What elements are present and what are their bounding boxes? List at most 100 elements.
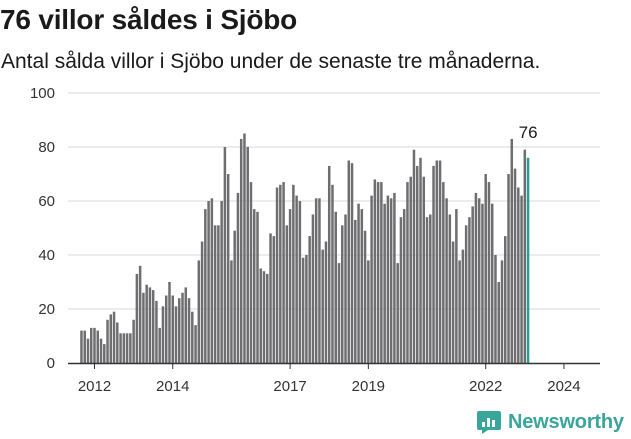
bar <box>145 284 148 363</box>
newsworthy-logo-icon <box>477 411 501 434</box>
bar <box>80 330 83 363</box>
bar <box>415 165 419 363</box>
bar <box>122 333 126 363</box>
bar <box>321 249 324 363</box>
bar <box>474 192 478 363</box>
bar <box>425 217 429 363</box>
bar <box>256 211 259 363</box>
bar <box>191 311 194 363</box>
bar <box>370 195 373 363</box>
bar <box>158 327 161 363</box>
bar <box>132 319 135 363</box>
bar <box>523 149 527 363</box>
x-tick-label: 2024 <box>547 378 580 395</box>
bar <box>288 209 292 363</box>
bar <box>308 236 311 363</box>
bar <box>477 198 481 363</box>
bar <box>513 168 517 363</box>
bar <box>376 182 380 363</box>
bar <box>380 182 383 363</box>
newsworthy-brand-name: Newsworthy <box>508 410 624 433</box>
bar <box>89 327 93 363</box>
bar <box>259 268 263 363</box>
bar <box>279 184 282 363</box>
bar <box>272 236 276 363</box>
bar <box>148 287 152 363</box>
bar <box>233 230 236 363</box>
chart-title: 76 villor såldes i Sjöbo <box>0 4 298 35</box>
bar <box>442 182 445 363</box>
chart-subtitle: Antal sålda villor i Sjöbo under de sena… <box>1 50 541 73</box>
y-tick-label: 100 <box>30 85 55 102</box>
bar <box>484 174 487 363</box>
bar <box>207 201 210 363</box>
bar <box>285 225 289 363</box>
bar <box>129 333 132 363</box>
bar <box>468 217 471 363</box>
bar <box>155 300 158 363</box>
y-axis-ticks: 0 20 40 60 80 100 <box>30 85 55 372</box>
bar <box>86 338 90 363</box>
x-tick-label: 2019 <box>352 378 385 395</box>
bar <box>435 160 439 363</box>
bar <box>252 209 256 363</box>
bar <box>373 179 377 363</box>
bar <box>429 214 432 363</box>
y-tick-label: 40 <box>38 247 55 264</box>
x-tick-label: 2017 <box>273 378 306 395</box>
bar <box>324 241 328 363</box>
bar <box>181 292 184 363</box>
bar <box>520 195 523 363</box>
bar <box>327 165 331 363</box>
bar <box>383 203 386 363</box>
bar <box>295 195 298 363</box>
bar-latest <box>526 157 530 363</box>
bar <box>96 330 100 363</box>
bar <box>168 282 171 363</box>
bar-chart: 0 20 40 60 80 100 2012 2014 2017 2019 2022 2024 76 <box>30 85 600 395</box>
bar <box>249 182 253 363</box>
bar <box>399 217 403 363</box>
bar <box>438 160 442 363</box>
bar <box>389 198 393 363</box>
bar <box>226 174 230 363</box>
bar <box>504 236 507 363</box>
bar <box>116 322 119 363</box>
bar <box>174 306 178 363</box>
bar <box>99 338 103 363</box>
bar <box>184 287 188 363</box>
bar <box>138 265 142 363</box>
bar <box>223 147 227 363</box>
bar <box>517 187 520 363</box>
bar <box>451 241 455 363</box>
bar <box>461 249 465 363</box>
bar <box>497 282 500 363</box>
bar <box>135 273 139 363</box>
bar <box>269 233 272 363</box>
bar <box>507 174 510 363</box>
bar <box>194 325 197 363</box>
x-tick-label: 2014 <box>156 378 189 395</box>
bar <box>292 184 295 363</box>
bar <box>344 214 347 363</box>
bar <box>481 203 484 363</box>
bar <box>187 298 191 363</box>
bar <box>109 314 113 363</box>
bar <box>347 160 351 363</box>
bar <box>220 201 223 363</box>
y-tick-label: 60 <box>38 193 55 210</box>
bar <box>419 157 422 363</box>
bar <box>422 176 426 363</box>
bar <box>367 260 370 363</box>
y-tick-label: 20 <box>38 301 55 318</box>
bar <box>386 195 390 363</box>
bar <box>448 214 452 363</box>
bar <box>125 333 129 363</box>
bar <box>406 182 409 363</box>
bar <box>282 182 285 363</box>
bar <box>142 292 145 363</box>
bar <box>200 241 204 363</box>
bar <box>363 230 367 363</box>
bar <box>266 273 269 363</box>
bar <box>337 263 341 363</box>
